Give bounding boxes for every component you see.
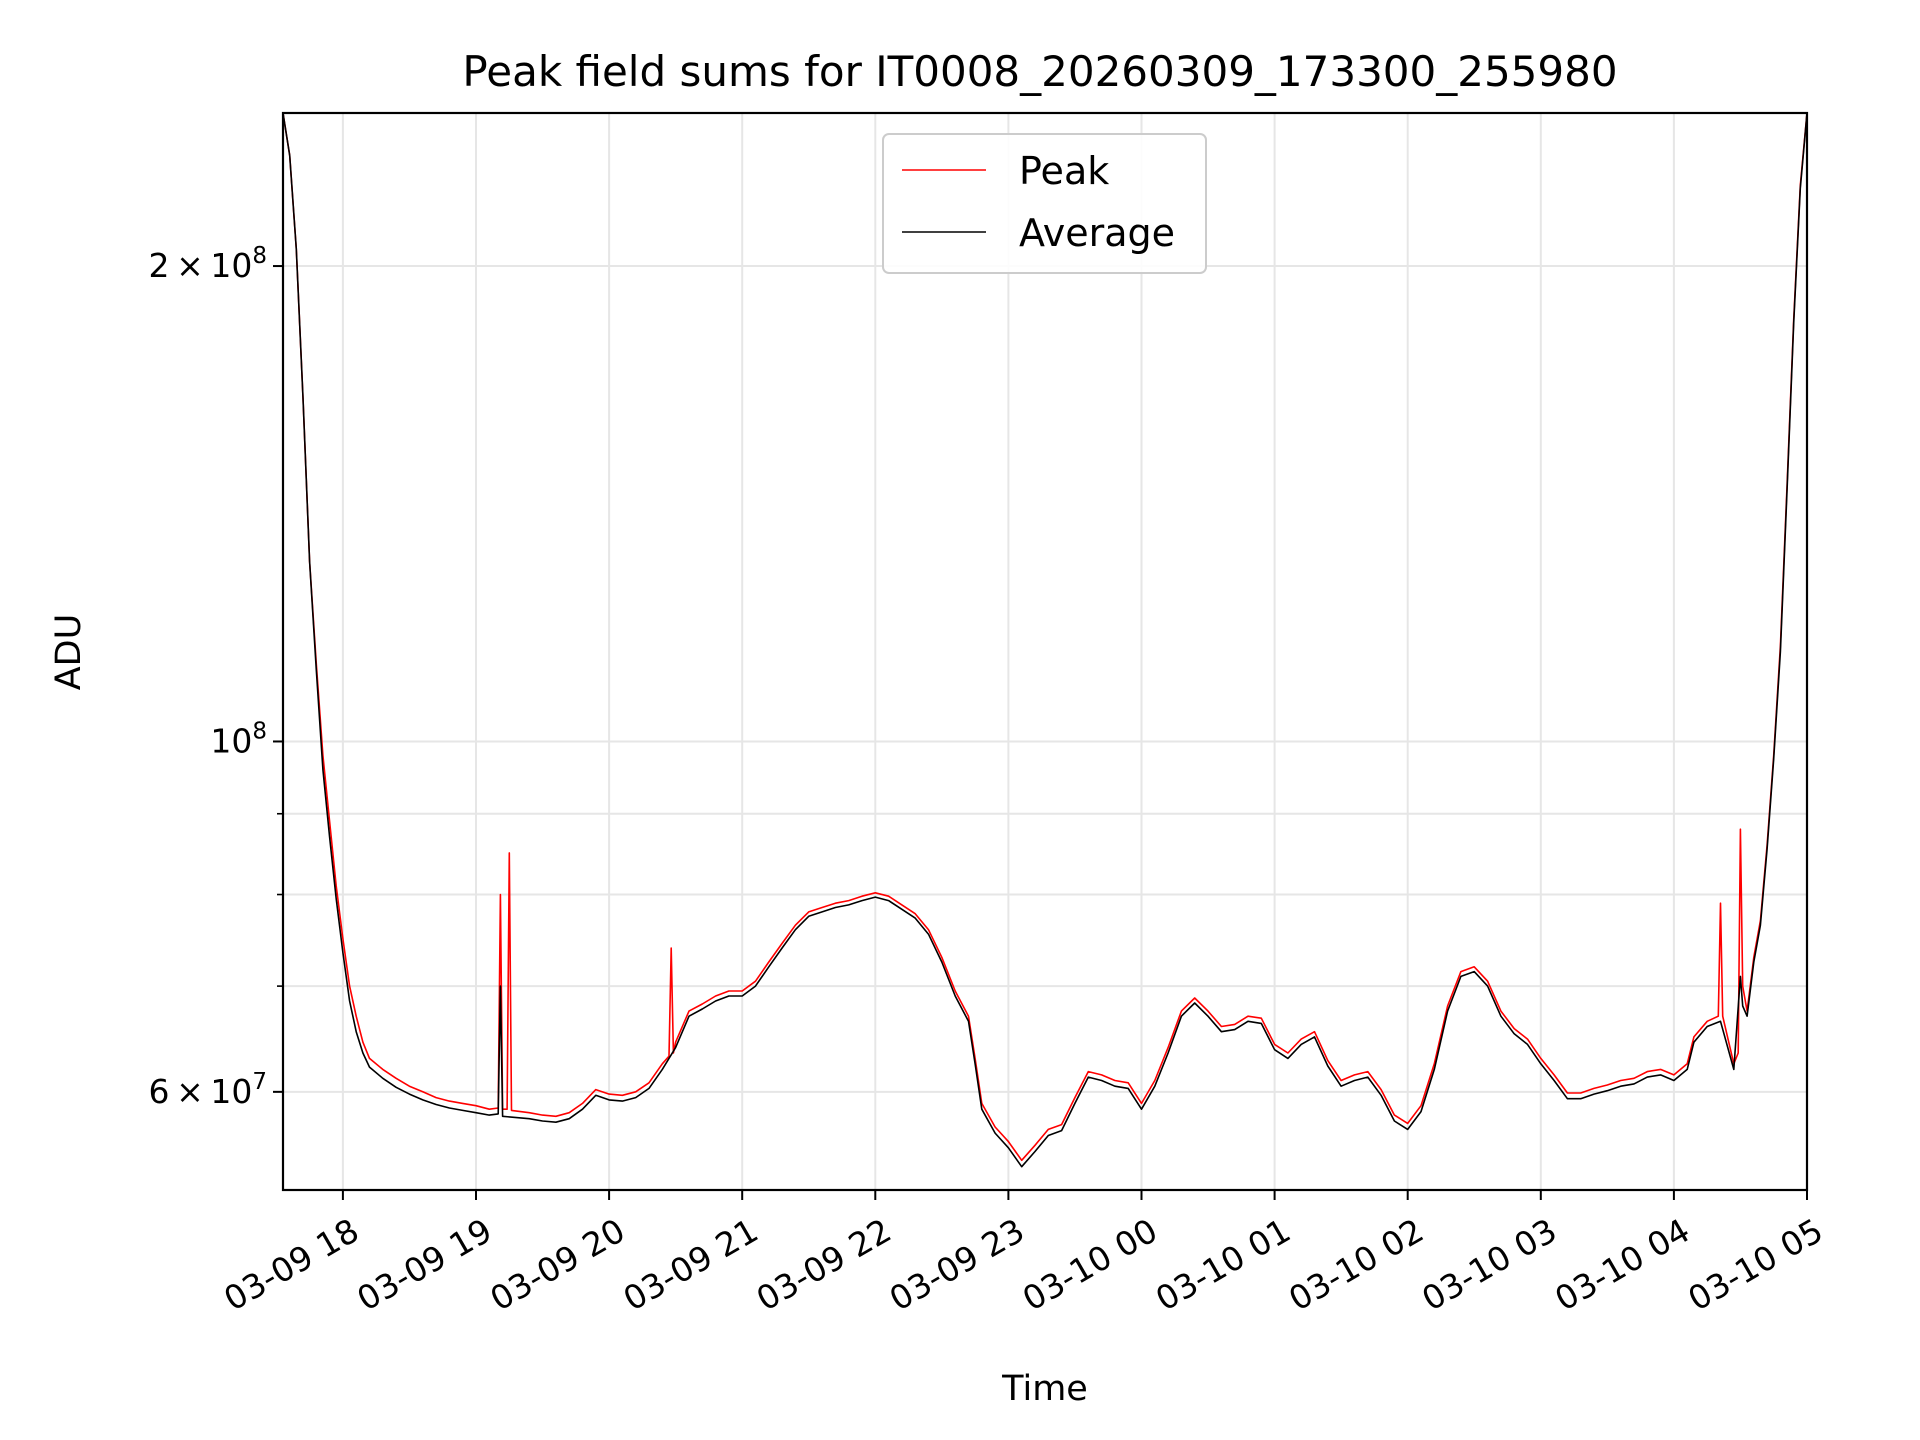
plot-area-background — [283, 113, 1807, 1190]
chart-title: Peak field sums for IT0008_20260309_1733… — [462, 47, 1617, 96]
y-tick-label: 6 × 107 — [149, 1069, 267, 1111]
legend-label-peak: Peak — [1019, 149, 1109, 193]
y-tick-label: 2 × 108 — [149, 243, 267, 285]
legend: Peak Average — [882, 133, 1207, 274]
y-tick-label: 108 — [210, 718, 267, 760]
x-axis-title: Time — [1001, 1369, 1088, 1409]
legend-box — [882, 133, 1207, 274]
y-axis-ticks: 2 × 108 108 6 × 107 — [149, 243, 283, 1111]
legend-label-average: Average — [1019, 211, 1175, 255]
series-line-average — [283, 113, 1807, 1168]
series-lines — [283, 113, 1807, 1168]
grid-lines — [283, 113, 1808, 1190]
plot-frame — [281, 111, 1809, 1192]
y-axis-title: ADU — [49, 614, 89, 691]
